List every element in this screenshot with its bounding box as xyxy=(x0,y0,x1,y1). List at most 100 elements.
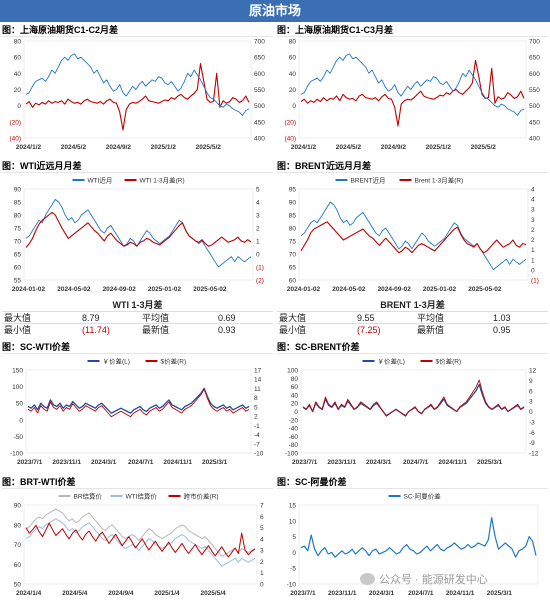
last-label: 最新值 xyxy=(142,325,170,335)
y2-tick-label: 11 xyxy=(254,386,261,393)
y-tick-label: 60 xyxy=(289,278,297,285)
y2-tick-label: -3 xyxy=(529,419,535,426)
x-tick-label: 2024/11/1 xyxy=(446,590,475,597)
y-tick-label: -100 xyxy=(10,451,23,458)
last-value: 0.93 xyxy=(218,325,236,335)
x-tick-label: 2024/5/4 xyxy=(62,590,88,597)
x-tick-label: 2024-05-02 xyxy=(332,286,366,293)
plot-area xyxy=(25,369,252,454)
y2-tick-label: 12 xyxy=(529,368,537,375)
y2-tick-label: 2 xyxy=(531,237,535,244)
y2-tick-label: 3 xyxy=(531,207,535,214)
x-tick-label: 2024/7/1 xyxy=(408,590,434,597)
page-title: 原油市场 xyxy=(0,0,550,22)
x-tick-label: 2025/1/2 xyxy=(426,144,452,151)
panel-wti-spread: 图：WTI近远月月差 55 60 65 70 75 80 85 90 (2) (1) 0 1 2 3 4 5 2… xyxy=(2,160,273,296)
stats-row: 最大值 8.79 平均值 0.69 xyxy=(2,311,273,324)
plot-area xyxy=(23,40,252,139)
y2-tick-label: 650 xyxy=(254,55,265,62)
y-tick-label: -20 xyxy=(289,417,299,424)
x-tick-label: 2024/11/1 xyxy=(438,459,467,466)
y2-tick-label: -1 xyxy=(254,423,260,430)
y-tick-label: 80 xyxy=(14,522,22,529)
y2-tick-label: 450 xyxy=(254,119,265,126)
y2-tick-label: 5 xyxy=(260,525,264,532)
y2-tick-label: 9 xyxy=(529,378,533,385)
avg-label: 平均值 xyxy=(417,313,445,323)
y2-tick-label: 400 xyxy=(529,136,540,143)
series-line xyxy=(25,522,256,558)
series-line xyxy=(300,201,527,271)
y-tick-label: 50 xyxy=(14,582,22,589)
y-tick-label: (20) xyxy=(9,119,21,126)
y-tick-label: 80 xyxy=(291,376,299,383)
series-line xyxy=(302,383,525,417)
legend-label: ￥价差(L) xyxy=(103,357,130,366)
panel-sc-c1c2: 图：上海原油期货C1-C2月差 (40) (20) 0 20 40 60 80 400 450 5… xyxy=(2,24,273,154)
x-tick-label: 2025/1/2 xyxy=(151,144,177,151)
y2-tick-label: 0 xyxy=(256,252,260,259)
y2-tick-label: (1) xyxy=(256,265,264,272)
plot-area xyxy=(298,504,539,585)
stats-row: 最大值 9.55 平均值 1.03 xyxy=(277,311,548,324)
y-tick-label: 0 xyxy=(292,103,296,110)
legend-label: $价差(R) xyxy=(161,357,187,366)
panel-brt-wti: 图：BRT-WTI价差 50 60 70 80 90 0 1 2 3 4 5 6 7 2024/1/4 20… xyxy=(2,476,273,600)
chart-title: 图：上海原油期货C1-C2月差 xyxy=(2,25,119,35)
x-tick-label: 2024/1/2 xyxy=(291,144,317,151)
y2-tick-label: -9 xyxy=(529,440,535,447)
y2-tick-label: 700 xyxy=(529,39,540,46)
legend-label: 跨市价差(R) xyxy=(184,492,219,501)
y-tick-label: 150 xyxy=(12,368,23,375)
y2-tick-label: 7 xyxy=(260,503,264,510)
x-tick-label: 2024-01-02 xyxy=(12,286,46,293)
y2-tick-label: 600 xyxy=(254,71,265,78)
chart-svg: (40) (20) 0 20 40 60 80 400 450 500 550 600 650 700 20… xyxy=(9,39,265,152)
y-tick-label: -50 xyxy=(14,434,24,441)
y-tick-label: 50 xyxy=(16,401,24,408)
y-tick-label: 20 xyxy=(291,401,299,408)
y2-tick-label: 1 xyxy=(256,239,260,246)
chart-svg: -100 -50 0 50 100 150 -10 -7 -4 -1 2 5 8 11 14 17 2023/7… xyxy=(10,357,264,467)
y-tick-label: 40 xyxy=(14,71,22,78)
y-tick-label: 60 xyxy=(14,562,22,569)
y2-tick-label: -12 xyxy=(529,451,539,458)
legend-label: WTI结算价 xyxy=(126,492,158,501)
x-tick-label: 2024-01-02 xyxy=(287,286,321,293)
x-tick-label: 2024/1/4 xyxy=(16,590,42,597)
x-tick-label: 2024-09-02 xyxy=(103,286,137,293)
brent-stats-table: BRENT 1-3月差 最大值 9.55 平均值 1.03 最小值 (7.25)… xyxy=(277,299,548,335)
y2-tick-label: 1 xyxy=(531,247,535,254)
y2-tick-label: 5 xyxy=(256,187,260,194)
series-line xyxy=(27,387,250,414)
series-line xyxy=(300,59,525,127)
x-tick-label: 2025/5/2 xyxy=(471,144,497,151)
chart-svg: -10 -5 0 5 10 15 2023/7/1 2023/11/1 2024/3/1 2024… xyxy=(287,492,539,597)
y2-tick-label: 6 xyxy=(260,514,264,521)
y-tick-label: 65 xyxy=(289,265,297,272)
y2-tick-label: -6 xyxy=(529,430,535,437)
chart-svg: 55 60 65 70 75 80 85 90 (2) (1) 0 1 2 3 4 5 2024-01-02 20… xyxy=(12,176,264,294)
series-line xyxy=(300,53,525,116)
plot-area xyxy=(23,504,258,585)
y2-tick-label: 0 xyxy=(531,267,535,274)
x-tick-label: 2024/9/2 xyxy=(381,144,407,151)
x-tick-label: 2024/3/1 xyxy=(91,459,117,466)
y2-tick-label: 500 xyxy=(529,103,540,110)
y-tick-label: 60 xyxy=(14,55,22,62)
y-tick-label: 20 xyxy=(14,87,22,94)
max-label: 最大值 xyxy=(4,313,32,323)
y-tick-label: 80 xyxy=(14,39,22,46)
y-tick-label: -60 xyxy=(289,434,299,441)
y-tick-label: 20 xyxy=(289,87,297,94)
last-value: 0.95 xyxy=(493,325,511,335)
y2-tick-label: 650 xyxy=(529,55,540,62)
wti-stats-table: WTI 1-3月差 最大值 8.79 平均值 0.69 最小值 (11.74) … xyxy=(2,299,273,335)
y-tick-label: 15 xyxy=(289,503,297,510)
y2-tick-label: 8 xyxy=(254,395,258,402)
y-tick-label: -40 xyxy=(289,426,299,433)
y-tick-label: -5 xyxy=(290,566,296,573)
y2-tick-label: 17 xyxy=(254,368,262,375)
x-tick-label: 2025/5/4 xyxy=(200,590,226,597)
series-line xyxy=(25,508,256,557)
